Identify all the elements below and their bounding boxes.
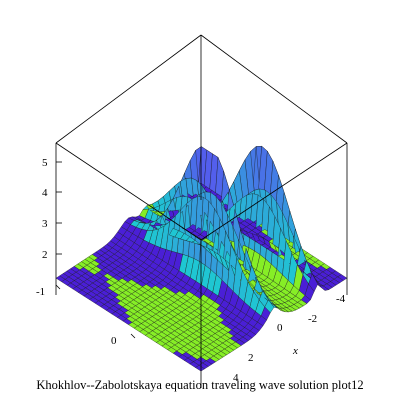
chart-title: Khokhlov--Zabolotskaya equation travelin… bbox=[36, 378, 364, 392]
x-axis-label: x bbox=[292, 345, 298, 357]
surface-patch bbox=[319, 285, 330, 291]
surface-patch bbox=[278, 307, 290, 313]
tick-mark bbox=[130, 333, 136, 339]
box-edge bbox=[55, 34, 202, 144]
tick-mark bbox=[55, 284, 61, 290]
box-edge bbox=[55, 142, 202, 241]
x-tick-label: 4 bbox=[233, 372, 239, 384]
z-tick-label: 2 bbox=[42, 249, 48, 261]
bounding-box bbox=[55, 34, 348, 388]
x-tick-label: 2 bbox=[248, 352, 254, 364]
box-edge bbox=[200, 142, 348, 241]
y-tick-label: -1 bbox=[36, 286, 45, 298]
x-tick-label: -2 bbox=[308, 313, 317, 325]
surface-mesh bbox=[55, 145, 348, 372]
x-tick-label: -4 bbox=[336, 293, 346, 305]
z-tick-label: 5 bbox=[42, 157, 48, 169]
box-edge bbox=[200, 34, 348, 144]
z-tick-label: 3 bbox=[42, 218, 48, 230]
y-tick-label: 0 bbox=[111, 335, 117, 347]
z-tick-label: 4 bbox=[42, 187, 48, 199]
x-tick-label: 0 bbox=[277, 322, 283, 334]
